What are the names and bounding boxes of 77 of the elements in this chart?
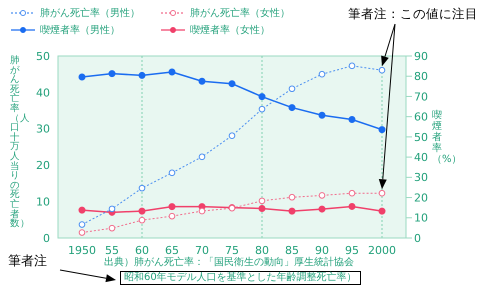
point bbox=[168, 68, 176, 76]
y2-tick-label: 40 bbox=[414, 151, 428, 164]
point bbox=[78, 221, 86, 228]
y2-tick-label: 10 bbox=[414, 212, 428, 225]
x-tick-label: 60 bbox=[135, 244, 149, 257]
y2-tick-label: 90 bbox=[414, 50, 428, 63]
source-note: 出典）肺がん死亡率：「国民衛生の動向」厚生統計協会 bbox=[104, 257, 354, 269]
point bbox=[108, 224, 116, 232]
point bbox=[108, 206, 116, 212]
y2-tick-label: 0 bbox=[414, 232, 421, 245]
point bbox=[78, 206, 86, 214]
point bbox=[348, 202, 356, 210]
point bbox=[348, 62, 356, 70]
point bbox=[138, 72, 146, 79]
point bbox=[198, 154, 206, 160]
point bbox=[378, 66, 386, 74]
y2-axis-title: 喫煙者率（%） bbox=[432, 110, 462, 165]
point bbox=[228, 80, 236, 88]
point bbox=[378, 208, 386, 215]
point bbox=[348, 116, 356, 123]
legend-label: 肺がん死亡率（女性） bbox=[190, 6, 290, 20]
point bbox=[258, 93, 266, 100]
point bbox=[288, 208, 296, 215]
y-tick-label: 40 bbox=[36, 86, 50, 100]
y2-tick-label: 20 bbox=[414, 191, 428, 204]
point bbox=[288, 194, 296, 201]
point bbox=[348, 190, 356, 197]
legend-label: 肺がん死亡率（男性） bbox=[40, 6, 140, 20]
y2-tick-label: 60 bbox=[414, 110, 428, 124]
point bbox=[108, 70, 116, 78]
point bbox=[138, 208, 146, 215]
x-tick-label: 1950 bbox=[68, 244, 96, 257]
y2-tick-label: 50 bbox=[414, 130, 428, 144]
y-tick-label: 0 bbox=[43, 232, 50, 245]
y-tick-label: 20 bbox=[36, 159, 50, 172]
point bbox=[258, 198, 266, 204]
point bbox=[138, 216, 146, 224]
point bbox=[318, 70, 326, 78]
point bbox=[168, 170, 176, 176]
point bbox=[378, 190, 386, 197]
x-tick-label: 80 bbox=[255, 244, 269, 257]
text: 筆者注 bbox=[8, 253, 47, 270]
y-tick-label: 50 bbox=[36, 50, 50, 63]
point bbox=[168, 203, 176, 210]
point bbox=[318, 192, 326, 199]
text: 肺がん死亡率（人口十万人当りの死亡者数） bbox=[10, 55, 30, 230]
point bbox=[318, 206, 326, 213]
x-tick-label: 75 bbox=[225, 244, 239, 257]
point bbox=[288, 104, 296, 112]
text: 昭和60年モデル人口を基準とした年齢調整死亡率） bbox=[120, 271, 361, 285]
y-tick-label: 10 bbox=[36, 196, 50, 209]
point bbox=[198, 78, 206, 85]
x-tick-label: 85 bbox=[285, 244, 299, 257]
point bbox=[138, 184, 146, 192]
x-tick-label: 65 bbox=[165, 244, 179, 257]
text: 筆者注：この値に注目 bbox=[348, 6, 478, 23]
point bbox=[78, 229, 86, 236]
y2-tick-label: 30 bbox=[414, 171, 428, 184]
point bbox=[258, 106, 266, 112]
y-tick-label: 30 bbox=[36, 122, 50, 136]
point bbox=[288, 85, 296, 92]
point bbox=[318, 112, 326, 119]
x-tick-label: 2000 bbox=[368, 244, 396, 257]
point bbox=[228, 132, 236, 140]
x-tick-label: 95 bbox=[345, 244, 359, 257]
point bbox=[258, 204, 266, 212]
legend-label: 喫煙者率（男性） bbox=[40, 24, 120, 37]
point bbox=[168, 212, 176, 220]
point bbox=[378, 126, 386, 134]
x-tick-label: 70 bbox=[195, 244, 209, 257]
y2-tick-label: 70 bbox=[414, 90, 428, 104]
legend-label: 喫煙者率（女性） bbox=[190, 24, 270, 37]
x-tick-label: 55 bbox=[105, 244, 119, 257]
point bbox=[198, 208, 206, 214]
x-tick-label: 90 bbox=[315, 244, 329, 257]
y2-tick-label: 80 bbox=[414, 70, 428, 84]
point bbox=[78, 74, 86, 81]
